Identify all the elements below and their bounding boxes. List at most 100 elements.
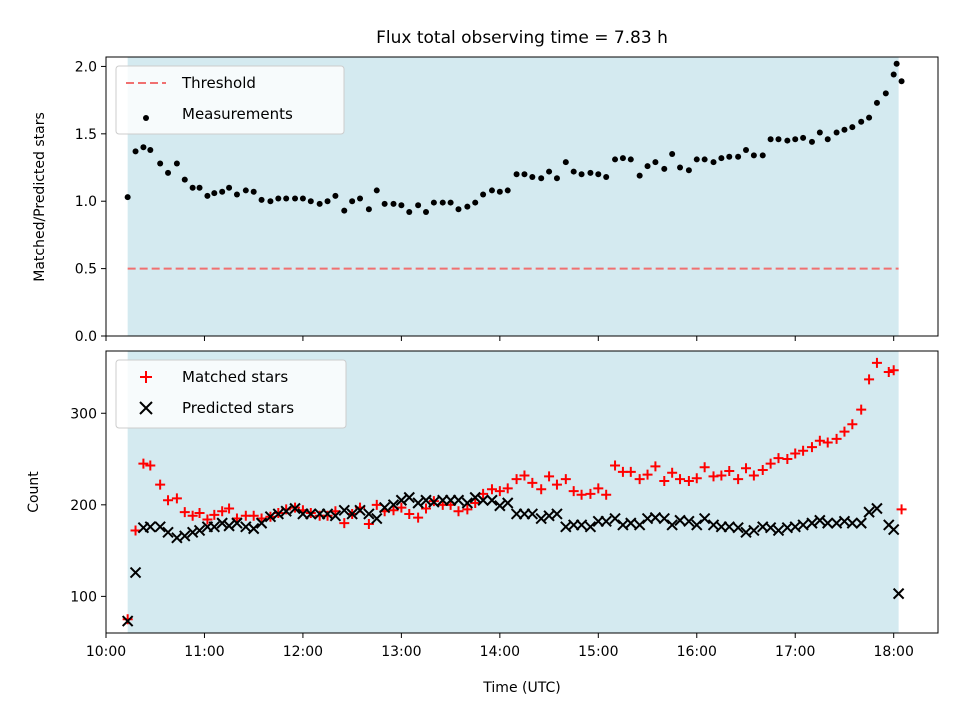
data-point [846, 517, 859, 529]
data-point [189, 184, 196, 191]
data-point [603, 173, 610, 180]
data-point [808, 138, 815, 145]
data-point [782, 454, 793, 465]
data-point [233, 191, 240, 198]
data-point [412, 497, 424, 509]
data-point [873, 99, 880, 106]
data-point [209, 509, 220, 520]
data-point [863, 506, 875, 518]
data-point [888, 365, 899, 376]
data-point [428, 496, 440, 508]
data-point [511, 474, 522, 485]
data-point [181, 176, 188, 183]
data-point [718, 155, 725, 162]
data-point [600, 515, 612, 528]
data-point [551, 508, 563, 520]
data-point [790, 448, 801, 459]
data-point [455, 206, 462, 213]
data-point [666, 519, 678, 531]
data-point [882, 90, 889, 97]
data-point [171, 493, 182, 504]
data-point [710, 159, 717, 166]
data-point [612, 156, 619, 163]
data-point [447, 199, 454, 206]
legend-box [115, 359, 347, 429]
data-point [299, 195, 306, 202]
top-plot-area: 0.0 0.5 1.0 1.5 2.0 Threshold Measurements [75, 56, 939, 345]
legend-box [115, 65, 345, 135]
top-y-axis-label: Matched/Predicted stars [32, 112, 48, 282]
data-point [396, 502, 407, 513]
data-point [806, 517, 818, 529]
data-point [387, 499, 400, 511]
data-point [155, 479, 166, 490]
data-point [406, 209, 413, 215]
data-point [395, 494, 408, 506]
data-point [866, 114, 873, 121]
data-point [247, 522, 260, 535]
data-point [698, 512, 711, 525]
x-tick-label: 15:00 [578, 644, 618, 660]
data-point [162, 526, 174, 538]
legend-label: Predicted stars [182, 399, 294, 417]
data-point [494, 486, 505, 497]
data-point [404, 508, 415, 519]
data-point [354, 504, 366, 517]
data-point [211, 190, 218, 197]
data-point [194, 508, 205, 519]
data-point [202, 514, 213, 525]
legend-marker [143, 115, 149, 121]
data-point [741, 463, 751, 474]
data-point [748, 524, 760, 537]
data-point [652, 159, 659, 166]
data-point [871, 502, 883, 515]
data-point [772, 524, 785, 537]
data-point [231, 517, 243, 529]
data-point [292, 195, 299, 202]
data-point [371, 499, 382, 510]
data-point [775, 136, 782, 143]
data-point [893, 60, 900, 67]
data-point [699, 462, 710, 473]
data-point [871, 357, 882, 368]
data-point [423, 209, 429, 215]
data-point [371, 512, 383, 525]
data-point [502, 497, 514, 509]
data-point [283, 195, 290, 202]
data-point [267, 198, 274, 205]
data-point [163, 495, 174, 506]
data-point [289, 502, 301, 515]
x-tick-label: 10:00 [86, 644, 126, 660]
data-point [275, 195, 282, 202]
data-point [892, 587, 905, 600]
data-point [258, 196, 265, 203]
data-point [538, 175, 545, 182]
data-point [324, 198, 331, 205]
data-point [363, 508, 375, 520]
data-point [121, 615, 134, 627]
data-point [701, 156, 708, 163]
data-point [683, 515, 695, 528]
data-point [849, 124, 856, 131]
data-point [587, 169, 594, 176]
data-point [122, 614, 133, 625]
data-point [898, 78, 905, 85]
data-point [551, 479, 562, 490]
data-point [179, 530, 191, 542]
data-point [280, 505, 292, 517]
data-point [593, 483, 604, 494]
data-point [272, 508, 285, 520]
series-predicted-stars [121, 491, 905, 627]
data-point [513, 171, 520, 178]
data-point [147, 147, 154, 153]
data-point [453, 506, 464, 517]
data-point [839, 426, 850, 437]
data-point [536, 484, 547, 495]
data-point [519, 470, 530, 481]
legend: Matched stars Predicted stars [115, 359, 347, 429]
data-point [585, 488, 596, 499]
data-point [186, 526, 199, 538]
data-point [601, 489, 612, 500]
axes-frame [105, 56, 939, 337]
